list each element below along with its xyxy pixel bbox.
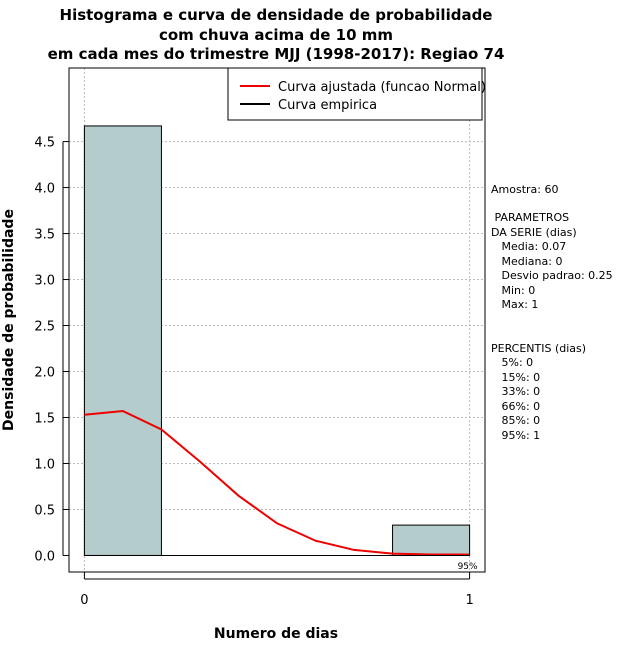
stats-text-line: Mediana: 0	[491, 255, 562, 268]
y-tick-label: 0.0	[34, 549, 55, 564]
histogram-bar	[83, 125, 162, 556]
legend-entry-label: Curva empirica	[278, 98, 377, 113]
y-tick-label: 4.5	[34, 136, 55, 151]
stats-text-line: Max: 1	[491, 298, 538, 311]
stats-text-line: Desvio padrao: 0.25	[491, 269, 613, 282]
x-tick-label: 1	[465, 593, 473, 608]
stats-text-line: Amostra: 60	[491, 183, 558, 196]
legend-entry-label: Curva ajustada (funcao Normal)	[278, 80, 486, 95]
histogram-bar	[392, 524, 471, 556]
y-tick-label: 2.5	[34, 320, 55, 335]
fitted-normal-curve	[84, 410, 470, 556]
y-tick-label: 1.0	[34, 457, 55, 472]
stats-text-line: 66%: 0	[491, 400, 540, 413]
stats-text-line: Min: 0	[491, 284, 535, 297]
stats-text-line: 5%: 0	[491, 356, 533, 369]
chart-title-line: Histograma e curva de densidade de proba…	[60, 6, 493, 24]
stats-text-line: 85%: 0	[491, 414, 540, 427]
y-tick-label: 3.5	[34, 228, 55, 243]
y-axis-label: Densidade de probabilidade	[1, 209, 17, 431]
y-tick-label: 3.0	[34, 274, 55, 289]
x-tick-label: 0	[80, 593, 88, 608]
x-axis-label: Numero de dias	[214, 626, 338, 642]
chart-title-line: com chuva acima de 10 mm	[159, 26, 393, 44]
percentile-95-label: 95%	[458, 562, 478, 572]
y-tick-label: 1.5	[34, 411, 55, 426]
stats-text-line: DA SERIE (dias)	[491, 226, 577, 239]
chart-title-line: em cada mes do trimestre MJJ (1998-2017)…	[48, 45, 505, 63]
y-tick-label: 0.5	[34, 503, 55, 518]
stats-text-line: 33%: 0	[491, 385, 540, 398]
stats-text-line: PERCENTIS (dias)	[491, 342, 586, 355]
stats-text-line: PARAMETROS	[491, 211, 569, 224]
stats-text-line: 95%: 1	[491, 429, 540, 442]
y-tick-label: 4.0	[34, 182, 55, 197]
stats-text-line: 15%: 0	[491, 371, 540, 384]
legend-box	[227, 67, 483, 121]
y-tick-label: 2.0	[34, 366, 55, 381]
stats-text-line: Media: 0.07	[491, 240, 566, 253]
